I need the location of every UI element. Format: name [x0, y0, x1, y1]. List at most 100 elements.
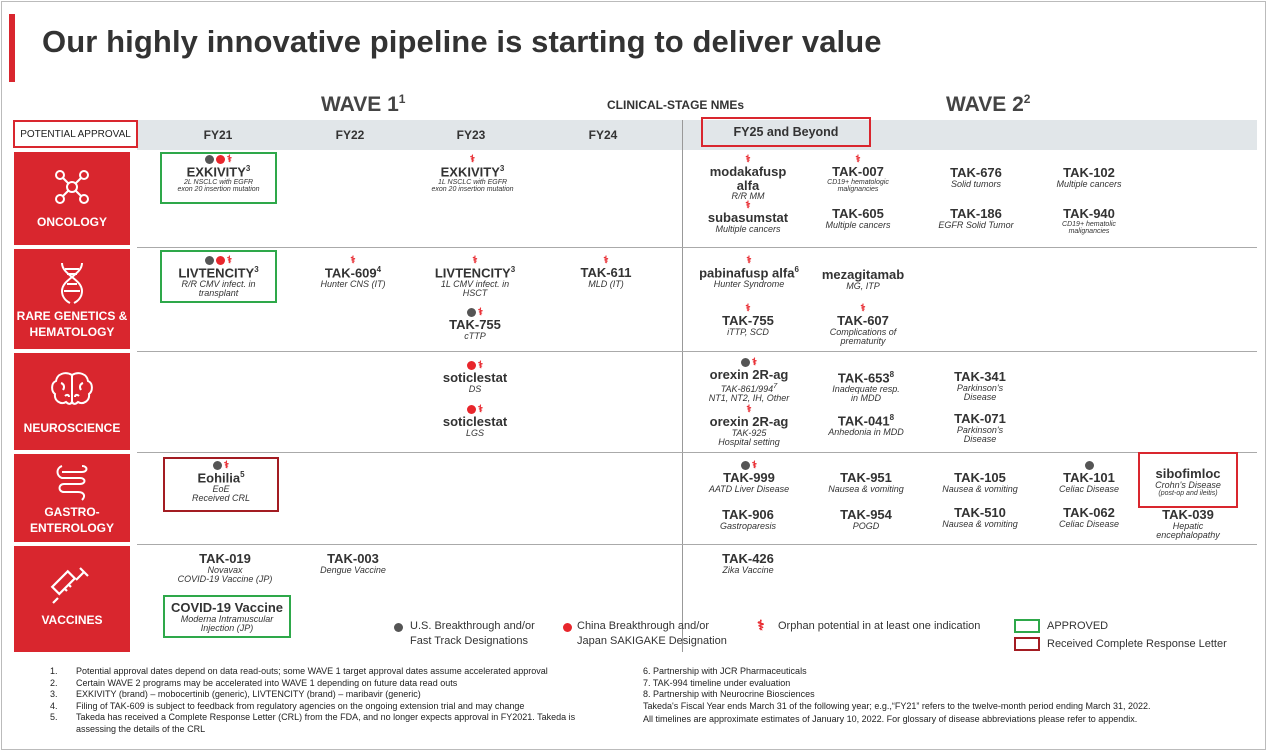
drug-tak019: TAK-019 Novavax COVID-19 Vaccine (JP): [158, 552, 292, 585]
category-label: RARE GENETICS & HEMATOLOGY: [16, 309, 128, 339]
indication: iTTP, SCD: [727, 326, 769, 337]
drug-name: TAK-755: [449, 317, 501, 332]
drug-tak510: TAK-510 Nausea & vomiting: [922, 506, 1038, 529]
footnotes-right: 6. Partnership with JCR Pharmaceuticals …: [643, 666, 1253, 726]
drug-soticlestat-ds: ⚕ soticlestat DS: [420, 360, 530, 394]
indication: EGFR Solid Tumor: [938, 219, 1014, 230]
indication: 1L CMV infect. in: [440, 278, 510, 289]
category-vaccines: VACCINES: [14, 546, 130, 652]
indication: R/R CMV infect. in: [181, 278, 256, 289]
drug-name: TAK-6538: [837, 370, 895, 386]
footnote: 3. EXKIVITY (brand) – mobocertinib (gener…: [50, 689, 421, 699]
indication: Disease: [963, 392, 997, 403]
designation-markers: ⚕: [298, 255, 408, 266]
category-label: NEUROSCIENCE: [23, 421, 121, 435]
indication: CD19+ hematologic: [827, 178, 889, 186]
indication: Disease: [963, 434, 997, 445]
designation-markers: ⚕: [551, 255, 661, 266]
drug-name: TAK-186: [950, 206, 1002, 221]
drug-name: TAK-102: [1063, 165, 1115, 180]
approved-box: [160, 152, 277, 204]
fy23-label: FY23: [456, 128, 486, 142]
drug-tak605: TAK-605 Multiple cancers: [808, 207, 908, 230]
drug-tak003: TAK-003 Dengue Vaccine: [298, 552, 408, 575]
drug-tak906: TAK-906 Gastroparesis: [695, 508, 801, 531]
drug-name: TAK-105: [954, 470, 1006, 485]
indication: Multiple cancers: [1056, 178, 1122, 189]
footnote: 8. Partnership with Neurocrine Bioscienc…: [643, 689, 815, 699]
indication: exon 20 insertion mutation: [431, 186, 514, 194]
drug-tak609: ⚕ TAK-6094 Hunter CNS (IT): [298, 255, 408, 289]
drug-name: TAK-605: [832, 206, 884, 221]
drug-tak755-fy23: ⚕ TAK-755 cTTP: [420, 307, 530, 341]
footnote: 4. Filing of TAK-609 is subject to feedba…: [50, 700, 525, 711]
us-breakthrough-dot: [204, 256, 214, 265]
drug-name: EXKIVITY3: [440, 164, 505, 180]
drug-tak999: ⚕ TAK-999 AATD Liver Disease: [690, 460, 808, 494]
drug-orexin-tak861: ⚕ orexin 2R-ag TAK-861/9947 NT1, NT2, IH…: [690, 357, 808, 404]
drug-tak607: ⚕ TAK-607 Complications of prematurity: [808, 303, 918, 347]
drug-pabinafusp: ⚕ pabinafusp alfa6 Hunter Syndrome: [690, 255, 808, 289]
orphan-icon: ⚕: [350, 254, 356, 266]
indication: prematurity: [840, 336, 886, 347]
orphan-icon: ⚕: [469, 153, 476, 165]
page-title: Our highly innovative pipeline is starti…: [42, 24, 882, 59]
intestine-icon: [14, 462, 130, 502]
drug-name: EXKIVITY3: [186, 164, 251, 180]
indication: Nausea & vomiting: [828, 483, 904, 494]
footnotes-left: 1. Potential approval dates depend on dat…: [50, 666, 630, 735]
indication: Dengue Vaccine: [320, 564, 386, 575]
indication: Celiac Disease: [1058, 518, 1120, 529]
indication: COVID-19 Vaccine (JP): [177, 574, 273, 585]
orphan-icon: ⚕: [477, 359, 484, 371]
designation-markers: ⚕: [163, 460, 279, 471]
legend-crl: Received Complete Response Letter: [1047, 638, 1227, 650]
drug-name: TAK-003: [327, 551, 379, 566]
fy21-label: FY21: [203, 128, 233, 142]
category-rare-genetics: RARE GENETICS & HEMATOLOGY: [14, 249, 130, 349]
indication: Parkinson's: [956, 382, 1004, 393]
indication: AATD Liver Disease: [708, 483, 790, 494]
drug-name: TAK-0418: [837, 413, 895, 429]
orphan-icon: ⚕: [477, 403, 484, 415]
orphan-icon: ⚕: [860, 302, 866, 314]
drug-mezagitamab: mezagitamab MG, ITP: [808, 268, 918, 291]
drug-tak951: TAK-951 Nausea & vomiting: [808, 471, 924, 494]
indication: Celiac Disease: [1058, 483, 1120, 494]
orphan-icon: ⚕: [226, 254, 233, 266]
designation-markers: [1034, 460, 1144, 471]
orphan-icon: ⚕: [472, 254, 478, 266]
drug-exkivity-fy21: ⚕ EXKIVITY3 2L NSCLC with EGFR exon 20 i…: [160, 154, 277, 194]
indication: NT1, NT2, IH, Other: [708, 393, 790, 404]
drug-name: TAK-101: [1063, 470, 1115, 485]
drug-name: TAK-062: [1063, 505, 1115, 520]
category-gastroenterology: GASTRO-ENTEROLOGY: [14, 454, 130, 542]
highlight-box: [1138, 452, 1238, 508]
drug-name: TAK-039: [1162, 507, 1214, 522]
drug-name: TAK-510: [954, 505, 1006, 520]
indication: Inadequate resp.: [832, 383, 900, 394]
indication: Gastroparesis: [719, 520, 777, 531]
orphan-icon: ⚕: [745, 153, 751, 165]
designation-markers: ⚕: [160, 154, 277, 165]
drug-tak071: TAK-071 Parkinson's Disease: [925, 412, 1035, 445]
us-breakthrough-dot: [740, 461, 750, 470]
drug-name: soticlestat: [442, 414, 508, 429]
designation-markers: ⚕: [808, 154, 908, 165]
orphan-icon: ⚕: [745, 302, 751, 314]
legend-approved: APPROVED: [1047, 620, 1109, 632]
indication: MLD (IT): [588, 278, 624, 289]
drug-tak041: TAK-0418 Anhedonia in MDD: [808, 413, 924, 437]
footnote: 2. Certain WAVE 2 programs may be acceler…: [50, 677, 458, 688]
designation-markers: ⚕: [695, 200, 801, 211]
drug-tak755-fy25: ⚕ TAK-755 iTTP, SCD: [695, 303, 801, 337]
drug-name: soticlestat: [442, 370, 508, 385]
drug-name: TAK-019: [199, 551, 251, 566]
fy25-label: FY25 and Beyond: [701, 117, 871, 147]
orphan-icon: ⚕: [223, 459, 230, 471]
orphan-icon: ⚕: [746, 403, 752, 415]
indication: transplant: [198, 288, 239, 299]
indication: (post-op and ileitis): [1158, 490, 1218, 498]
brain-icon: [14, 371, 130, 407]
